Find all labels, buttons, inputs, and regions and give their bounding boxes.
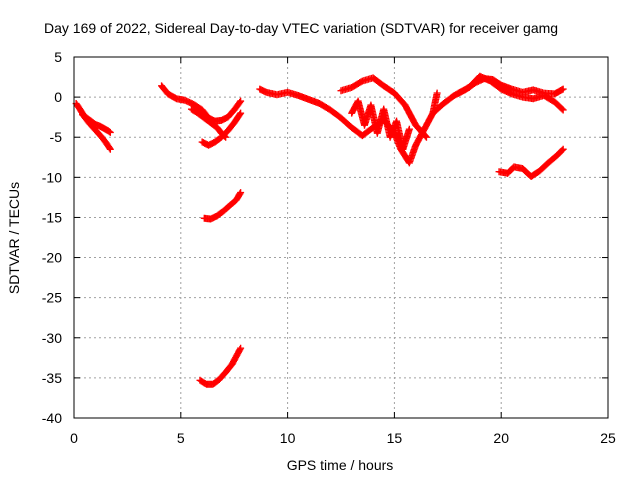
- x-tick-label: 20: [493, 430, 509, 446]
- data-point: [421, 132, 429, 140]
- data-point: [237, 189, 245, 197]
- data-point: [237, 109, 245, 117]
- data-point: [105, 128, 113, 136]
- data-point: [433, 89, 441, 97]
- data-point: [559, 85, 567, 93]
- y-tick-label: -10: [42, 169, 62, 185]
- data-point: [559, 145, 567, 153]
- y-tick-label: 5: [54, 49, 62, 65]
- data-point: [236, 98, 244, 106]
- y-tick-label: -5: [50, 129, 63, 145]
- data-point: [236, 110, 244, 118]
- x-tick-label: 10: [280, 430, 296, 446]
- y-tick-label: -20: [42, 250, 62, 266]
- plot-frame: [73, 56, 609, 419]
- y-tick-label: 0: [54, 89, 62, 105]
- data-point: [559, 106, 567, 114]
- data-point: [106, 128, 114, 136]
- data-point: [106, 145, 114, 153]
- x-tick-labels: 0 5 10 15 20 25: [70, 430, 616, 446]
- data-point: [558, 146, 566, 154]
- series-arc-morning-b: [187, 105, 230, 141]
- series-arc-early-b: [79, 111, 114, 136]
- series-arc-midday-b: [337, 74, 430, 141]
- y-tick-label: -40: [42, 410, 62, 426]
- data-point: [237, 344, 245, 352]
- x-tick-label: 5: [177, 430, 185, 446]
- y-axis-label: SDTVAR / TECUs: [6, 182, 22, 294]
- data-point: [236, 190, 244, 198]
- data-point: [236, 346, 244, 354]
- y-tick-labels: 5 0 -5 -10 -15 -20 -25 -30 -35 -40: [42, 49, 62, 426]
- series-arc-neg15: [200, 189, 245, 223]
- series-arc-evening-neg10: [495, 145, 567, 181]
- series-arc-afternoon-b: [454, 72, 567, 114]
- y-tick-label: -35: [42, 370, 62, 386]
- series-arc-morning-c: [198, 109, 245, 149]
- data-point: [558, 105, 566, 113]
- data-point: [405, 125, 413, 133]
- data-points: [72, 72, 567, 388]
- data-point: [237, 97, 245, 105]
- data-point: [105, 144, 113, 152]
- y-tick-label: -30: [42, 330, 62, 346]
- x-axis-label: GPS time / hours: [287, 457, 394, 473]
- chart-title: Day 169 of 2022, Sidereal Day-to-day VTE…: [44, 20, 558, 36]
- x-tick-label: 0: [70, 430, 78, 446]
- series-arc-neg35: [196, 344, 245, 388]
- x-tick-label: 15: [387, 430, 403, 446]
- series-arc-midday-c: [348, 97, 413, 153]
- y-tick-label: -25: [42, 290, 62, 306]
- x-tick-label: 25: [600, 430, 616, 446]
- data-point: [422, 133, 430, 141]
- y-tick-label: -15: [42, 209, 62, 225]
